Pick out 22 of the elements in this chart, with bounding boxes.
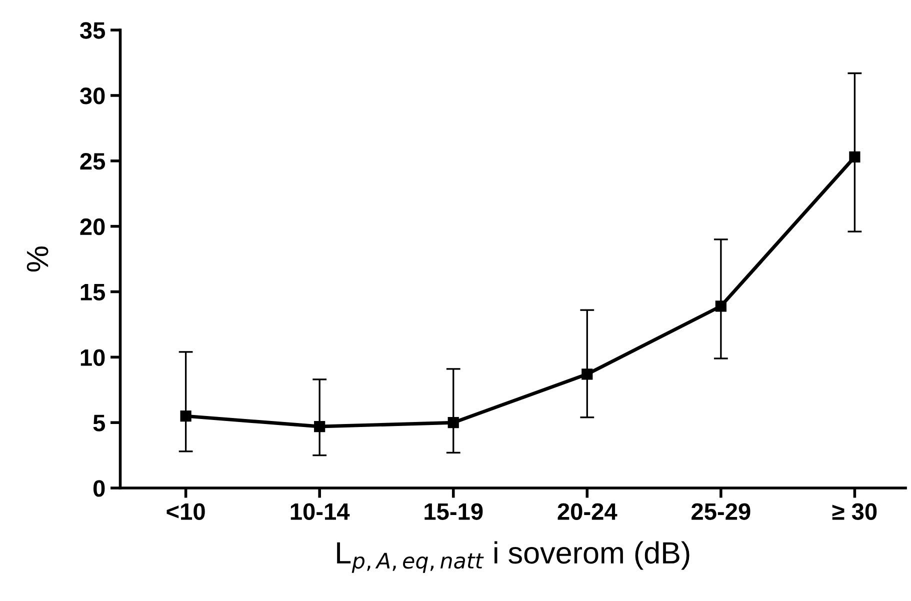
point	[849, 151, 860, 163]
y-tick-label: 0	[93, 480, 105, 497]
x-tick-label: 10-14	[290, 503, 350, 520]
y-tick-label: 30	[80, 88, 105, 104]
y-axis-title: %	[26, 246, 48, 272]
x-axis-title: L$_{p,A,eq,natt}$ i soverom (dB)	[337, 541, 690, 573]
point	[582, 368, 593, 380]
x-tick-label: 15-19	[424, 503, 483, 520]
x-tick-label: <10	[166, 503, 205, 520]
y-tick-label: 20	[80, 218, 105, 236]
y-tick-label: 10	[80, 349, 105, 366]
point	[314, 420, 326, 432]
point	[180, 410, 192, 422]
y-tick-label: 35	[80, 22, 106, 39]
y-tick-label: 25	[80, 152, 106, 170]
y-tick-label: 5	[93, 414, 106, 432]
y-tick-label: 15	[80, 284, 106, 301]
x-tick-label: 20-24	[558, 503, 618, 520]
point	[715, 300, 726, 312]
point	[448, 417, 459, 428]
x-tick-label: 25-29	[692, 503, 750, 520]
x-tick-label: ≥ 30	[832, 503, 877, 520]
